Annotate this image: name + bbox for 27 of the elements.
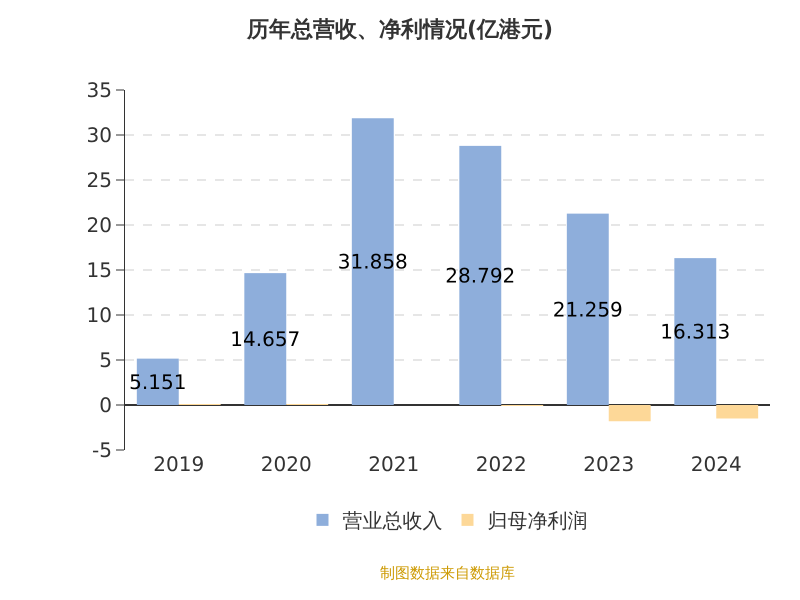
data-label: 14.657 <box>230 327 300 352</box>
text: 制图数据来自数据库 <box>380 564 515 582</box>
legend-label: 归母净利润 <box>488 508 588 533</box>
x-tick-label: 2022 <box>476 452 527 476</box>
data-label: 21.259 <box>552 297 623 322</box>
data-label: 16.313 <box>660 320 730 344</box>
y-tick-label: 5 <box>99 348 112 372</box>
y-tick-label: 15 <box>86 258 112 282</box>
x-tick-label: 2021 <box>368 452 420 476</box>
y-tick-label: 0 <box>99 393 112 417</box>
y-tick-label: 30 <box>86 123 112 147</box>
y-tick-label: 20 <box>86 213 112 237</box>
bar <box>716 405 758 418</box>
legend-label: 营业总收入 <box>342 508 442 533</box>
data-label: 31.858 <box>338 250 408 274</box>
x-tick-label: 2024 <box>690 452 742 476</box>
y-tick-label: 10 <box>86 303 112 327</box>
x-tick-label: 2020 <box>260 452 312 476</box>
chart-title: 历年总营收、净利情况(亿港元) <box>246 17 554 42</box>
x-tick-label: 2019 <box>153 452 204 476</box>
y-tick-label: 35 <box>86 78 112 102</box>
y-tick-label: 25 <box>86 168 112 192</box>
x-tick-label: 2023 <box>583 452 634 476</box>
y-tick-label: -5 <box>92 438 112 462</box>
bar <box>608 405 651 422</box>
data-label: 28.792 <box>445 263 516 288</box>
data-label: 5.151 <box>129 370 186 394</box>
